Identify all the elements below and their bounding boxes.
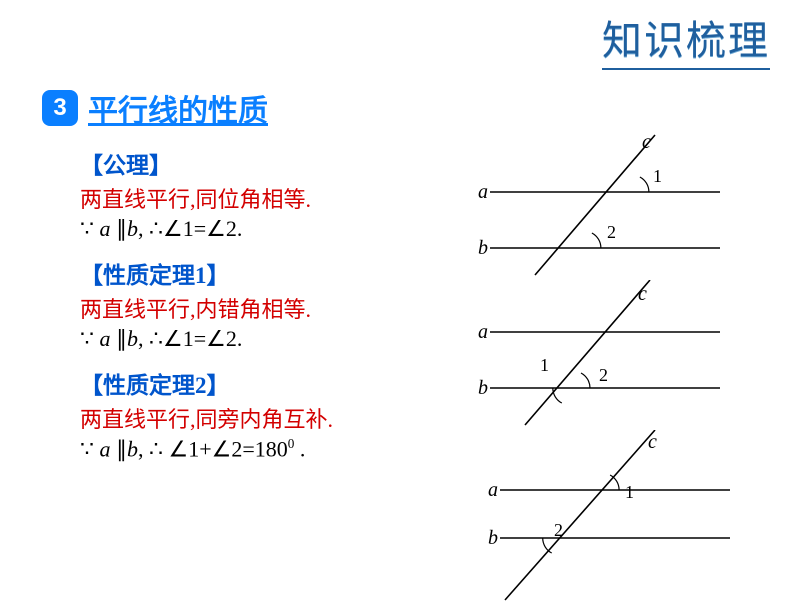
svg-text:a: a xyxy=(478,181,488,203)
diagram-corresponding-angles: a b c1 2 xyxy=(430,130,730,280)
block-theorem-2: 【性质定理2】 两直线平行,同旁内角互补. ∵ a ∥b, ∴ ∠1+∠2=18… xyxy=(80,366,430,462)
svg-text:a: a xyxy=(478,321,488,343)
block-label: 【性质定理1】 xyxy=(80,256,430,290)
block-statement: 两直线平行,内错角相等. xyxy=(80,292,430,324)
diagram-alternate-angles: a b c 1 2 xyxy=(430,280,730,430)
section-heading: 3 平行线的性质 xyxy=(42,86,268,130)
block-formula: ∵ a ∥b, ∴ ∠1+∠2=1800 . xyxy=(80,436,430,462)
text-column: 【公理】 两直线平行,同位角相等. ∵ a ∥b, ∴∠1=∠2. 【性质定理1… xyxy=(80,146,430,476)
svg-text:1: 1 xyxy=(625,482,634,502)
svg-text:2: 2 xyxy=(599,365,608,385)
block-formula: ∵ a ∥b, ∴∠1=∠2. xyxy=(80,216,430,242)
block-theorem-1: 【性质定理1】 两直线平行,内错角相等. ∵ a ∥b, ∴∠1=∠2. xyxy=(80,256,430,352)
svg-text:c: c xyxy=(648,431,657,453)
svg-text:1: 1 xyxy=(540,355,549,375)
block-label: 【公理】 xyxy=(80,146,430,180)
diagram-interior-angles: a b c 1 2 xyxy=(430,430,730,605)
block-statement: 两直线平行,同位角相等. xyxy=(80,182,430,214)
svg-text:b: b xyxy=(478,377,488,399)
svg-text:b: b xyxy=(488,527,498,549)
svg-text:a: a xyxy=(488,479,498,501)
block-label: 【性质定理2】 xyxy=(80,366,430,400)
block-axiom: 【公理】 两直线平行,同位角相等. ∵ a ∥b, ∴∠1=∠2. xyxy=(80,146,430,242)
block-statement: 两直线平行,同旁内角互补. xyxy=(80,402,430,434)
svg-text:c: c xyxy=(642,131,651,153)
svg-text:b: b xyxy=(478,237,488,259)
svg-text:2: 2 xyxy=(554,520,563,540)
page-header: 知识梳理 xyxy=(602,8,770,70)
svg-text:1: 1 xyxy=(653,166,662,186)
section-title: 平行线的性质 xyxy=(88,86,268,130)
svg-text:c: c xyxy=(638,283,647,305)
svg-text:2: 2 xyxy=(607,222,616,242)
diagram-column: abc12 abc12 abc12 xyxy=(430,130,760,580)
block-formula: ∵ a ∥b, ∴∠1=∠2. xyxy=(80,326,430,352)
section-number-badge: 3 xyxy=(42,90,78,126)
